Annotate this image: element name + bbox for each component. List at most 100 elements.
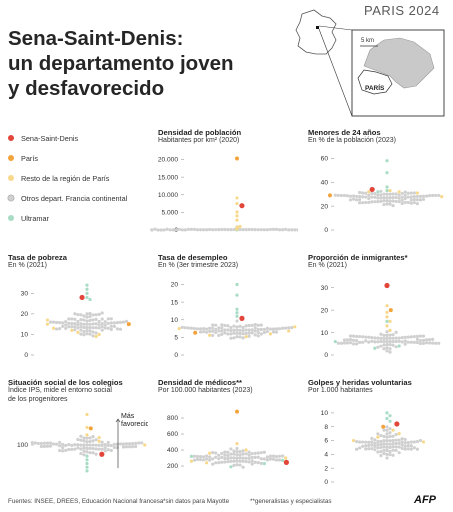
other-department-point (342, 341, 347, 345)
other-department-point (403, 190, 407, 194)
other-department-point (409, 335, 413, 339)
seine-saint-denis-shape (363, 37, 435, 89)
region-point (97, 332, 101, 337)
other-department-point (201, 228, 206, 232)
overseas-point (235, 293, 239, 297)
other-department-point (361, 201, 365, 205)
other-department-point (385, 432, 389, 436)
y-tick-label: 20 (171, 282, 179, 289)
region-point (284, 456, 288, 460)
chart-under-24: 0 20 40 60 (321, 156, 444, 234)
other-department-point (250, 455, 254, 459)
other-department-point (385, 202, 389, 206)
other-department-point (397, 339, 401, 343)
other-department-point (238, 459, 242, 463)
other-department-point (220, 460, 224, 464)
overseas-point (388, 419, 392, 423)
other-department-point (94, 317, 98, 322)
other-department-point (247, 456, 251, 461)
other-department-point (421, 194, 426, 198)
legend-dot (8, 155, 14, 161)
other-department-point (418, 198, 423, 202)
other-department-point (265, 228, 269, 232)
other-department-point (364, 200, 368, 205)
other-department-point (223, 456, 227, 461)
region-point (45, 318, 50, 322)
other-department-point (355, 198, 359, 202)
other-department-point (112, 442, 116, 446)
other-department-point (271, 330, 276, 334)
other-department-point (373, 340, 377, 344)
other-department-point (171, 228, 175, 232)
other-department-point (284, 326, 288, 330)
paris-point (328, 193, 332, 198)
other-department-point (232, 456, 236, 460)
panel-poverty-rate: Tasa de pobreza En % (2021) (8, 253, 148, 271)
other-department-point (382, 333, 386, 337)
other-department-point (198, 330, 203, 334)
other-department-point (238, 463, 242, 467)
other-department-point (367, 196, 371, 201)
other-department-point (421, 341, 426, 346)
other-department-point (400, 443, 404, 447)
paris-point (88, 426, 93, 431)
other-department-point (397, 451, 401, 455)
other-department-point (418, 341, 423, 346)
legend-label: Sena-Saint-Denis (21, 133, 79, 143)
legend-label: Resto de la región de París (21, 173, 110, 183)
region-point (235, 214, 239, 218)
other-department-point (274, 458, 279, 462)
title-line-1: Sena-Saint-Denis: (8, 27, 184, 50)
overseas-point (85, 295, 89, 300)
legend-item-seine-saint-denis: Sena-Saint-Denis (8, 128, 148, 148)
other-department-point (376, 450, 380, 454)
overseas-point (385, 189, 389, 193)
other-department-point (241, 452, 245, 456)
other-department-point (247, 450, 251, 454)
other-department-point (370, 339, 374, 343)
other-department-point (235, 463, 239, 467)
other-department-point (226, 324, 230, 328)
region-point (293, 325, 297, 329)
other-department-point (376, 196, 380, 200)
other-department-point (379, 344, 383, 348)
other-department-point (355, 447, 359, 451)
other-department-point (91, 334, 95, 338)
other-department-point (42, 441, 47, 445)
y-tick-label: 10 (321, 410, 329, 417)
other-department-point (296, 228, 298, 232)
other-department-point (418, 334, 423, 338)
other-department-point (268, 227, 273, 232)
other-department-point (223, 460, 227, 464)
other-department-point (205, 327, 209, 331)
other-department-point (409, 201, 413, 205)
other-department-point (262, 327, 266, 331)
other-department-point (351, 334, 356, 338)
other-department-point (370, 191, 374, 196)
other-department-point (220, 451, 224, 455)
paris-shape (357, 69, 393, 95)
other-department-point (67, 317, 71, 321)
other-department-point (229, 329, 233, 333)
other-department-point (100, 325, 104, 329)
other-department-point (385, 428, 389, 432)
other-department-point (277, 454, 282, 458)
other-department-point (45, 444, 50, 448)
other-department-point (382, 339, 386, 344)
other-department-point (112, 445, 116, 450)
other-department-point (290, 326, 294, 330)
other-department-point (250, 328, 254, 332)
other-department-point (345, 194, 350, 198)
other-department-point (79, 322, 83, 326)
chart-poverty-rate: 0 10 20 30 (21, 283, 131, 359)
other-department-point (259, 451, 263, 455)
other-department-point (361, 440, 365, 444)
region-point (235, 210, 239, 214)
other-department-point (290, 228, 294, 232)
other-department-point (91, 446, 95, 451)
other-department-point (397, 438, 401, 442)
other-department-point (79, 451, 83, 456)
other-department-point (388, 196, 392, 200)
other-department-point (351, 338, 356, 343)
other-department-point (91, 322, 95, 326)
